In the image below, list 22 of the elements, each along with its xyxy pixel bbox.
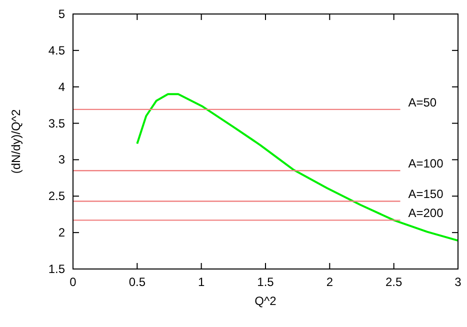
x-tick-label: 1 [198, 275, 205, 289]
x-tick-label: 0.5 [128, 275, 146, 289]
x-tick-label: 1.5 [257, 275, 274, 289]
x-tick-label: 2 [326, 275, 334, 289]
line-series [136, 93, 459, 242]
x-tick-label: 0 [70, 275, 77, 289]
y-tick-label: 4.5 [48, 43, 66, 58]
y-tick-label: 1.5 [48, 262, 66, 276]
y-tick-label: 5 [58, 7, 66, 21]
series-label: A=150 [408, 187, 444, 202]
y-tick-label: 2 [58, 226, 66, 240]
y-tick-label: 2.5 [48, 189, 66, 204]
x-tick-label: 2.5 [385, 275, 402, 289]
y-tick-label: 3.5 [48, 116, 66, 130]
series-label: A=200 [408, 206, 444, 220]
series-label: A=50 [408, 95, 437, 110]
x-axis-title: Q^2 [254, 294, 277, 308]
y-axis-title: (dN/dy)/Q^2 [9, 109, 23, 174]
x-tick-label: 3 [454, 275, 462, 289]
y-tick-label: 4 [58, 80, 66, 94]
series-label: A=100 [408, 156, 444, 171]
y-tick-label: 3 [58, 152, 66, 167]
